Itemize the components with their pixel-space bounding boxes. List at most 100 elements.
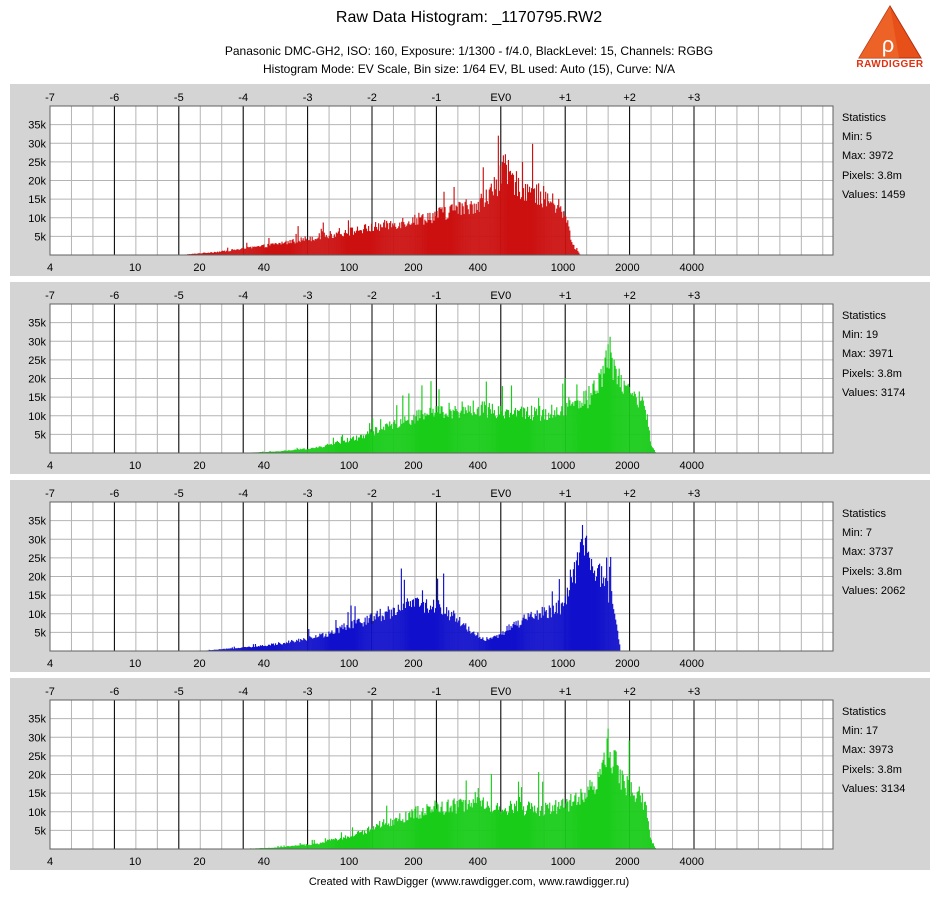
- histogram-bin: [488, 639, 490, 651]
- histogram-bin: [301, 639, 303, 651]
- histogram-bin: [424, 602, 427, 651]
- histogram-bin: [202, 252, 205, 255]
- histogram-bin: [543, 815, 545, 849]
- histogram-bin: [574, 583, 577, 651]
- histogram-bin: [533, 618, 535, 651]
- histogram-bin: [523, 200, 526, 255]
- histogram-bin: [288, 846, 290, 849]
- histogram-bin: [636, 404, 638, 453]
- histogram-bin: [573, 801, 575, 849]
- histogram-bin: [525, 200, 528, 255]
- histogram-bin: [270, 243, 272, 255]
- histogram-bin: [619, 644, 621, 651]
- histogram-bin: [607, 344, 609, 453]
- histogram-bin: [542, 207, 544, 255]
- histogram-bin: [502, 631, 504, 651]
- histogram-bin: [505, 630, 507, 651]
- histogram-bin: [521, 809, 524, 849]
- histogram-bin: [242, 247, 244, 255]
- histogram-bin: [317, 447, 319, 453]
- histogram-bin: [603, 577, 605, 651]
- histogram-bin: [296, 242, 298, 255]
- histogram-bin: [285, 240, 287, 255]
- histogram-bin: [530, 809, 532, 849]
- histogram-bin: [615, 619, 617, 651]
- histogram-bin: [248, 646, 250, 651]
- histogram-bin: [315, 239, 317, 255]
- histogram-bin: [476, 209, 478, 255]
- histogram-bin: [294, 449, 296, 453]
- histogram-bin: [617, 765, 619, 849]
- histogram-bin: [417, 224, 419, 255]
- histogram-bin: [397, 821, 399, 849]
- y-tick-label: 25k: [28, 751, 46, 763]
- histogram-bin: [287, 450, 289, 453]
- histogram-bin: [278, 642, 280, 651]
- histogram-bin: [385, 424, 387, 453]
- histogram-bin: [307, 448, 309, 453]
- histogram-bin: [477, 632, 479, 651]
- histogram-bin: [354, 439, 357, 453]
- histogram-bin: [638, 786, 640, 849]
- histogram-bin: [358, 230, 361, 255]
- histogram-bin: [554, 804, 556, 849]
- histogram-bin: [347, 836, 350, 849]
- histogram-bin: [341, 624, 343, 651]
- raw-tick-label: 2000: [615, 856, 639, 868]
- histogram-bin: [281, 644, 283, 651]
- y-tick-label: 25k: [28, 355, 46, 367]
- histogram-bin: [273, 244, 275, 255]
- histogram-bin: [228, 251, 230, 255]
- histogram-bin: [532, 806, 534, 849]
- histogram-bin: [544, 814, 546, 849]
- ev-tick-label: -1: [432, 290, 442, 302]
- histogram-bin: [471, 632, 473, 651]
- histogram-bin: [381, 826, 383, 849]
- histogram-bin: [504, 154, 506, 255]
- histogram-bin: [595, 393, 597, 453]
- histogram-bin: [450, 805, 452, 849]
- histogram-bin: [370, 829, 372, 849]
- histogram-bin: [494, 635, 496, 651]
- histogram-panel-green1: -7 -6 -5 -4 -3 -2 -1 EV0 +1 +2 +3 4 10 20 40 100 200 400 1…: [10, 282, 930, 474]
- histogram-bin: [596, 789, 598, 849]
- ev-tick-label: -5: [174, 92, 184, 104]
- histogram-bin: [348, 235, 351, 255]
- histogram-bin: [650, 839, 652, 849]
- histogram-bin: [414, 598, 417, 651]
- histogram-bin: [440, 607, 442, 651]
- histogram-bin: [515, 621, 517, 651]
- histogram-bin: [438, 600, 440, 651]
- histogram-bin: [303, 448, 305, 453]
- histogram-bin: [235, 250, 237, 255]
- histogram-bin: [265, 847, 267, 849]
- histogram-bin: [369, 423, 371, 453]
- y-tick-label: 30k: [28, 138, 46, 150]
- histogram-bin: [321, 842, 323, 849]
- histogram-bin: [327, 444, 329, 453]
- histogram-bin: [320, 446, 322, 453]
- histogram-bin: [279, 847, 281, 849]
- histogram-bin: [263, 645, 266, 651]
- histogram-bin: [370, 223, 373, 255]
- histogram-bin: [304, 449, 306, 453]
- histogram-bin: [554, 611, 556, 651]
- histogram-bin: [363, 438, 366, 453]
- histogram-bin: [614, 365, 616, 453]
- histogram-bin: [522, 188, 525, 255]
- histogram-bin: [334, 442, 336, 453]
- statistics-block-red: Statistics Min: 5 Max: 3972 Pixels: 3.8m…: [842, 109, 927, 205]
- histogram-bin: [385, 611, 387, 651]
- histogram-bin: [641, 396, 643, 453]
- histogram-bin: [563, 415, 565, 453]
- histogram-bin: [439, 413, 441, 453]
- histogram-bin: [386, 220, 388, 255]
- histogram-bin: [376, 227, 378, 255]
- histogram-bin: [462, 624, 464, 651]
- histogram-bin: [467, 631, 469, 651]
- histogram-bin: [272, 847, 274, 849]
- histogram-bin: [406, 598, 408, 651]
- histogram-bin: [463, 812, 465, 849]
- histogram-bin: [289, 239, 291, 255]
- histogram-bin: [313, 637, 315, 651]
